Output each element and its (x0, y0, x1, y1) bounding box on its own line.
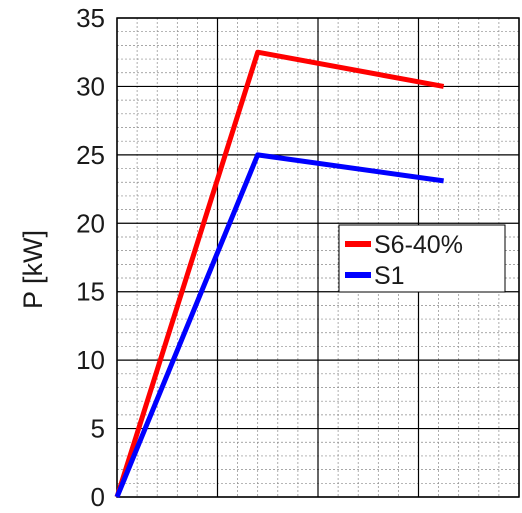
plot-frame (116, 17, 520, 498)
y-tick-label: 20 (76, 208, 105, 238)
y-tick-label: 30 (76, 71, 105, 101)
series-line-s1 (114, 152, 444, 498)
y-tick-label: 10 (76, 345, 105, 375)
series-lines (114, 49, 445, 498)
y-tick-label: 15 (76, 277, 105, 307)
y-tick-label: 25 (76, 140, 105, 170)
y-tick-labels: 0 5 10 15 20 25 30 35 (76, 3, 105, 512)
y-tick-label: 35 (76, 3, 105, 33)
legend: S6-40% S1 (338, 224, 506, 293)
y-tick-label: 0 (91, 482, 105, 512)
legend-label-s6-40: S6-40% (374, 231, 463, 259)
legend-box (338, 224, 506, 293)
y-axis-label: P [kW] (18, 230, 48, 309)
legend-label-s1: S1 (374, 262, 405, 290)
series-line-s6-40 (114, 49, 445, 498)
y-tick-label: 5 (91, 414, 105, 444)
